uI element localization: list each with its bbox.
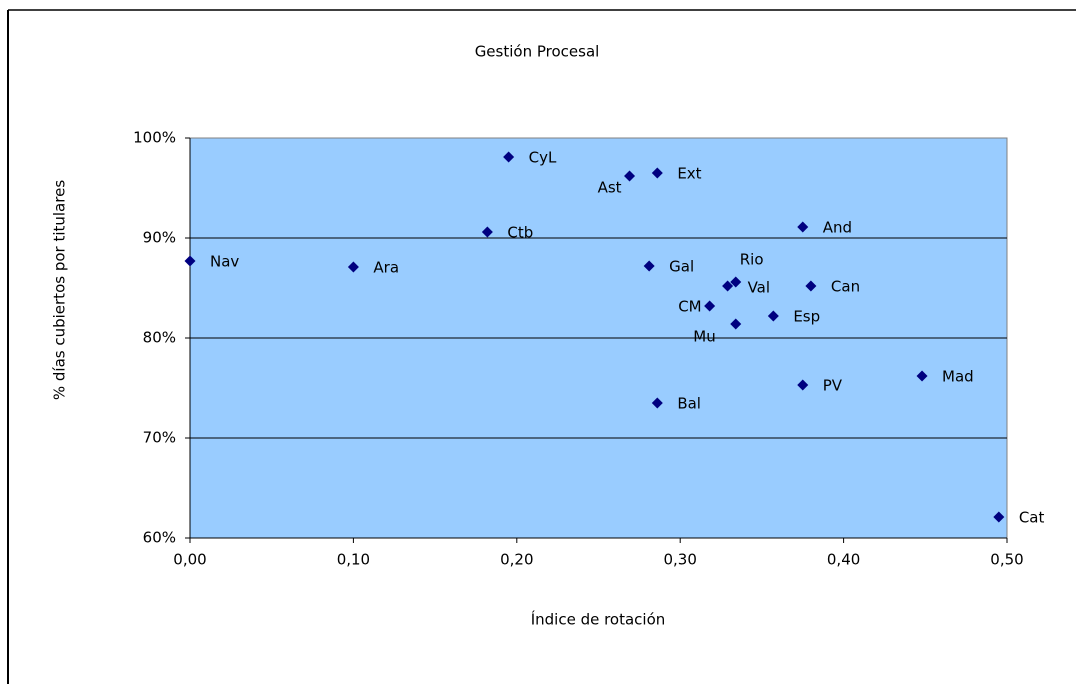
point xyxy=(993,511,1005,523)
point xyxy=(184,255,196,267)
x-tick-label: 0,40 xyxy=(827,551,860,569)
x-tick-label: 0,10 xyxy=(337,551,370,569)
point xyxy=(797,379,809,391)
point xyxy=(916,370,928,382)
point xyxy=(730,276,742,288)
point-label: CyL xyxy=(529,149,557,167)
point xyxy=(704,300,716,312)
point xyxy=(347,261,359,273)
x-tick-label: 0,30 xyxy=(663,551,696,569)
x-axis-label: Índice de rotación xyxy=(531,610,666,629)
y-tick-label: 100% xyxy=(133,129,176,147)
point xyxy=(481,226,493,238)
y-tick-label: 60% xyxy=(143,529,176,547)
point-label: Mad xyxy=(942,368,974,386)
x-tick-label: 0,20 xyxy=(500,551,533,569)
point xyxy=(651,167,663,179)
point-label: Cat xyxy=(1019,509,1045,527)
y-tick-label: 90% xyxy=(143,229,176,247)
point-label: Ara xyxy=(373,259,399,277)
point xyxy=(805,280,817,292)
point-label: Ctb xyxy=(507,224,533,242)
point-label: And xyxy=(823,219,852,237)
point xyxy=(503,151,515,163)
point xyxy=(651,397,663,409)
point-label: Bal xyxy=(677,395,701,413)
y-axis-label: % días cubiertos por titulares xyxy=(51,180,69,400)
point-label: Ast xyxy=(598,179,622,197)
point xyxy=(797,221,809,233)
point-label: Mu xyxy=(693,328,715,346)
y-tick-label: 70% xyxy=(143,429,176,447)
x-tick-label: 0,00 xyxy=(173,551,206,569)
point-label: Esp xyxy=(793,308,820,326)
point-label: Gal xyxy=(669,258,694,276)
point-label: CM xyxy=(678,298,701,316)
point-label: Nav xyxy=(210,253,239,271)
point xyxy=(730,318,742,330)
point-label: PV xyxy=(823,377,843,395)
point-label: Can xyxy=(831,278,860,296)
point xyxy=(643,260,655,272)
point xyxy=(624,170,636,182)
y-tick-label: 80% xyxy=(143,329,176,347)
point-label: Rio xyxy=(740,251,764,269)
point xyxy=(722,280,734,292)
point-label: Val xyxy=(748,279,770,297)
point-label: Ext xyxy=(677,165,701,183)
point xyxy=(767,310,779,322)
chart-title: Gestión Procesal xyxy=(475,43,600,61)
x-tick-label: 0,50 xyxy=(990,551,1023,569)
